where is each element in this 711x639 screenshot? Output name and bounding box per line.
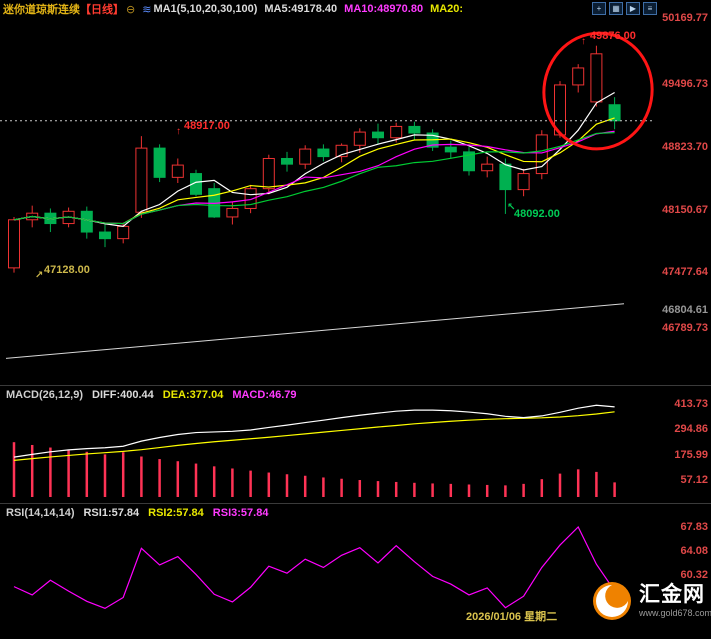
ma10-value: MA10:48970.80 bbox=[344, 3, 424, 15]
candle-body bbox=[517, 173, 530, 191]
x-axis-date-label: 2026/01/06 星期二 bbox=[466, 611, 558, 623]
annotation-arrow-icon: ↑ bbox=[581, 36, 586, 47]
ma5-line bbox=[13, 91, 615, 228]
macd-axis-label: 413.73 bbox=[674, 398, 708, 410]
candle-body bbox=[372, 131, 384, 139]
candle-body bbox=[481, 163, 494, 172]
candle-body bbox=[80, 210, 93, 233]
macd-title: MACD(26,12,9) bbox=[6, 389, 84, 401]
annotation-arrow-icon: ↖ bbox=[507, 202, 516, 213]
crosshair-tool-button[interactable]: + bbox=[592, 2, 606, 15]
rsi3-value: RSI3:57.84 bbox=[212, 507, 269, 519]
candle-body bbox=[153, 147, 166, 178]
candle-body bbox=[99, 231, 111, 240]
candle-body bbox=[390, 125, 403, 139]
candle-body bbox=[171, 164, 184, 178]
macd-value: MACD:46.79 bbox=[232, 389, 297, 401]
ma-settings-label: MA1(5,10,20,30,100) bbox=[153, 3, 258, 15]
watermark-site-name: 汇金网 bbox=[639, 583, 705, 606]
candle-body bbox=[408, 125, 421, 134]
macd-header: MACD(26,12,9) DIFF:400.44 DEA:377.04 MAC… bbox=[6, 389, 297, 401]
price-axis-label: 50169.77 bbox=[662, 12, 708, 24]
price-axis-label: 48823.70 bbox=[662, 141, 708, 153]
panel-layout-button[interactable]: ▦ bbox=[609, 2, 623, 15]
candle-body bbox=[262, 157, 275, 190]
price-annotation: 47128.00 bbox=[44, 264, 90, 276]
instrument-title: 迷你道琼斯连续 bbox=[3, 4, 80, 16]
ma100-line bbox=[5, 303, 625, 359]
candle-body bbox=[244, 188, 257, 209]
candle-body bbox=[135, 147, 148, 213]
menu-button[interactable]: ≡ bbox=[643, 2, 657, 15]
macd-diff-value: DIFF:400.44 bbox=[92, 389, 154, 401]
main-macd-divider bbox=[0, 385, 711, 386]
candle-body bbox=[353, 131, 366, 146]
candle-body bbox=[226, 207, 239, 218]
watermark-text: 汇金网 www.gold678.com bbox=[639, 583, 711, 619]
candle-body bbox=[572, 67, 585, 86]
price-axis-label: 46789.73 bbox=[662, 322, 708, 334]
price-axis-label: 48150.67 bbox=[662, 204, 708, 216]
rsi-axis-label: 60.32 bbox=[680, 569, 708, 581]
rsi-line bbox=[13, 525, 616, 610]
chart-header: 迷你道琼斯连续 【日线】 ⊖ ≋ MA1(5,10,20,30,100) MA5… bbox=[3, 2, 463, 16]
huijin-logo-icon bbox=[593, 582, 631, 620]
candle-body bbox=[444, 146, 457, 153]
candle-body bbox=[590, 53, 603, 103]
candle-body bbox=[463, 151, 475, 172]
ma20-value: MA20: bbox=[430, 3, 464, 15]
candle-body bbox=[535, 134, 548, 175]
period-label: 【日线】 bbox=[80, 4, 124, 16]
rsi-axis-label: 64.08 bbox=[680, 545, 708, 557]
rsi-title: RSI(14,14,14) bbox=[6, 507, 75, 519]
window-controls: + ▦ ▶ ≡ bbox=[592, 2, 657, 15]
diff-line bbox=[13, 404, 615, 458]
dea-line bbox=[13, 411, 615, 461]
macd-axis-label: 175.99 bbox=[674, 449, 708, 461]
indicator-icon[interactable]: ≋ bbox=[142, 3, 152, 16]
candle-body bbox=[281, 157, 293, 165]
ma5-value: MA5:49178.40 bbox=[264, 3, 338, 15]
rsi1-value: RSI1:57.84 bbox=[83, 507, 140, 519]
candle-body bbox=[499, 163, 512, 191]
candle-body bbox=[117, 225, 130, 240]
candle-body bbox=[8, 219, 20, 269]
price-annotation: 48092.00 bbox=[514, 208, 560, 220]
price-axis-label: 47477.64 bbox=[662, 266, 708, 278]
annotation-arrow-icon: ↑ bbox=[176, 126, 181, 137]
forward-button[interactable]: ▶ bbox=[626, 2, 640, 15]
annotation-arrow-icon: ↗ bbox=[35, 270, 44, 281]
macd-rsi-divider bbox=[0, 503, 711, 504]
collapse-icon[interactable]: ⊖ bbox=[126, 3, 136, 16]
highlight-ellipse bbox=[542, 31, 654, 151]
price-axis-label: 49496.73 bbox=[662, 78, 708, 90]
rsi-axis-label: 67.83 bbox=[680, 521, 708, 533]
ma30-line bbox=[13, 132, 615, 225]
candle-body bbox=[335, 144, 348, 158]
price-annotation: 49876.00 bbox=[590, 30, 636, 42]
candle-body bbox=[190, 173, 202, 195]
candle-body bbox=[608, 104, 621, 122]
price-axis-label: 46804.61 bbox=[662, 304, 708, 316]
macd-dea-value: DEA:377.04 bbox=[162, 389, 224, 401]
watermark: 汇金网 www.gold678.com bbox=[592, 581, 711, 621]
macd-axis-label: 57.12 bbox=[680, 474, 708, 486]
candle-body bbox=[317, 148, 330, 158]
candle-body bbox=[299, 148, 312, 165]
rsi2-value: RSI2:57.84 bbox=[148, 507, 204, 519]
watermark-site-url: www.gold678.com bbox=[639, 608, 711, 618]
price-annotation: 48917.00 bbox=[184, 120, 230, 132]
rsi-header: RSI(14,14,14) RSI1:57.84 RSI2:57.84 RSI3… bbox=[6, 507, 268, 519]
macd-axis-label: 294.86 bbox=[674, 423, 708, 435]
